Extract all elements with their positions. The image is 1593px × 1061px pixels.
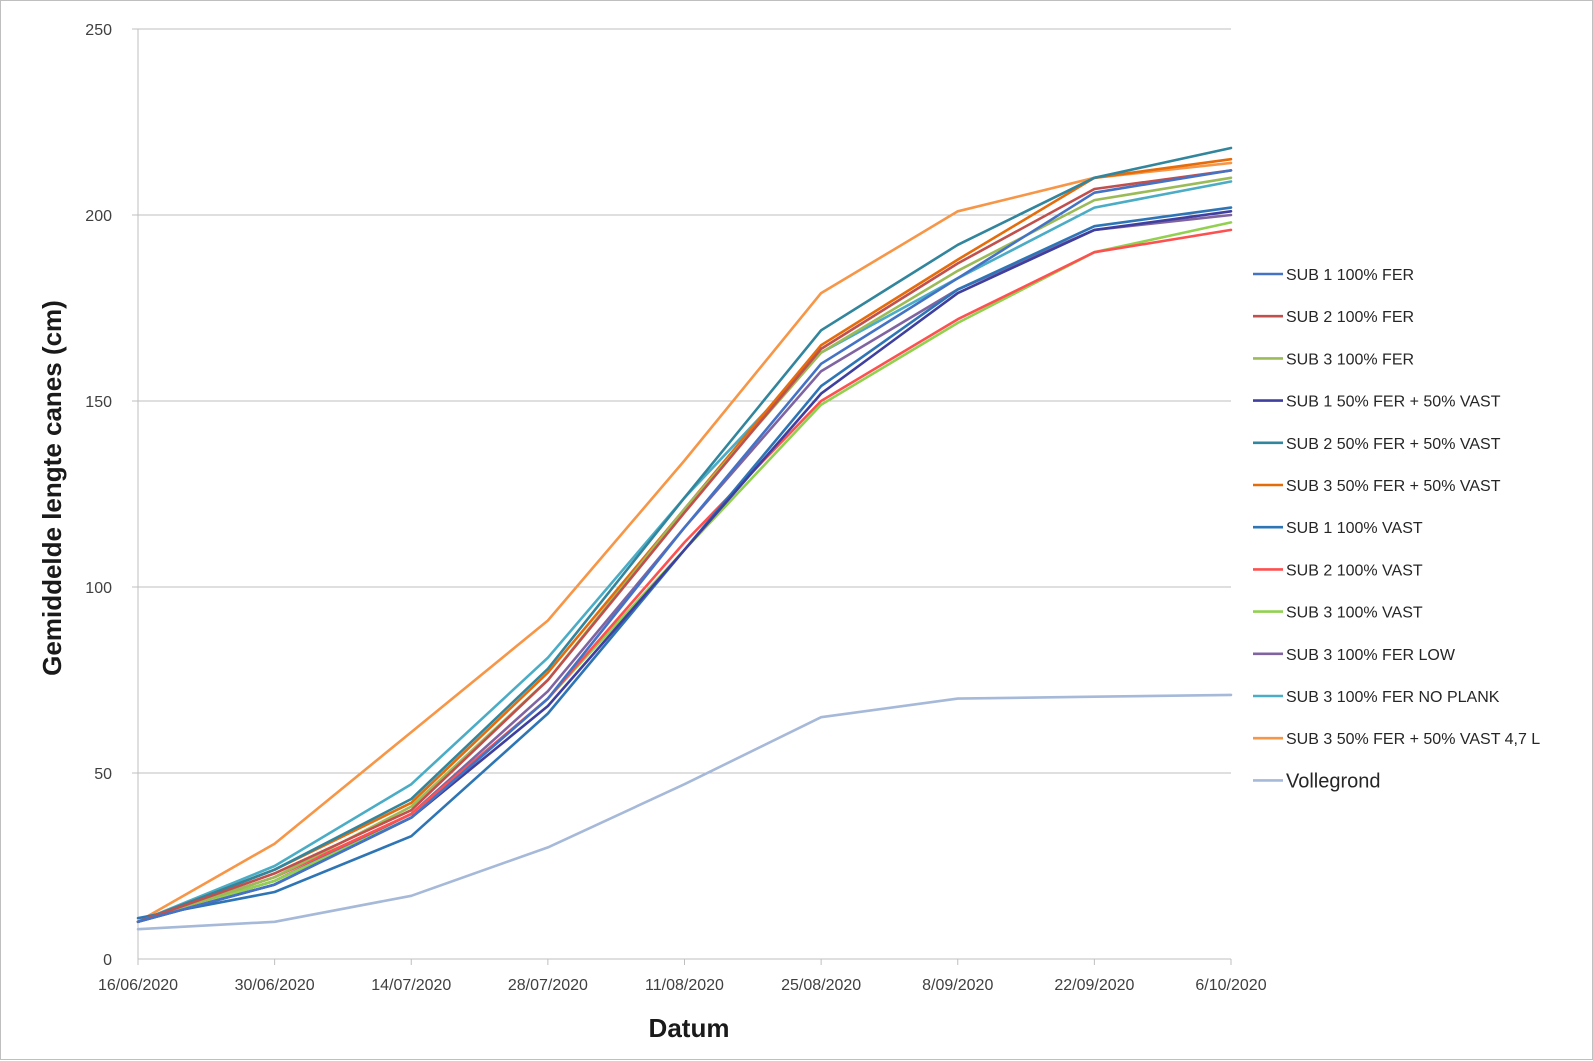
axes: 0 50 100 150 200 250 16/06/2020 30/06/2020 14/07… (85, 22, 1266, 994)
series-line-9 (136, 221, 1233, 924)
legend-item: SUB 3 50% FER + 50% VAST 4,7 L (1253, 731, 1540, 748)
legend-label: SUB 3 50% FER + 50% VAST 4,7 L (1286, 731, 1540, 748)
legend-label: SUB 3 50% FER + 50% VAST (1286, 478, 1501, 495)
legend-item: SUB 1 50% FER + 50% VAST (1253, 394, 1501, 411)
legend-label: SUB 3 100% FER NO PLANK (1286, 689, 1500, 706)
legend-label: SUB 1 100% VAST (1286, 520, 1423, 537)
series-line-4 (136, 210, 1233, 924)
y-axis-title: Gemiddelde lengte canes (cm) (37, 300, 67, 676)
legend-item: SUB 3 100% FER NO PLANK (1253, 689, 1500, 706)
x-tick-label: 25/08/2020 (781, 977, 861, 994)
legend-item: SUB 1 100% VAST (1253, 520, 1423, 537)
x-axis-title: Datum (649, 1013, 730, 1043)
legend-item: SUB 2 100% FER (1253, 309, 1414, 326)
series-line-6 (136, 157, 1233, 924)
y-tick-label: 200 (85, 208, 112, 225)
legend-label: SUB 1 100% FER (1286, 267, 1414, 284)
series-line-13 (136, 693, 1233, 931)
series-line-8 (136, 228, 1233, 924)
legend-item: SUB 2 50% FER + 50% VAST (1253, 436, 1501, 453)
x-tick-label: 14/07/2020 (371, 977, 451, 994)
legend-item: SUB 3 100% VAST (1253, 605, 1423, 622)
legend-label: SUB 3 100% VAST (1286, 605, 1423, 622)
series-line-2 (136, 169, 1233, 924)
legend-item: SUB 1 100% FER (1253, 267, 1414, 284)
legend-item: SUB 3 100% FER (1253, 351, 1414, 368)
series-line-5 (136, 146, 1233, 924)
legend-label: SUB 2 100% VAST (1286, 562, 1423, 579)
legend-label: Vollegrond (1286, 770, 1381, 792)
series-lines (136, 146, 1233, 931)
grid-lines (132, 28, 1231, 774)
x-tick-label: 16/06/2020 (98, 977, 178, 994)
legend: SUB 1 100% FER SUB 2 100% FER SUB 3 100% F… (1253, 267, 1540, 792)
x-tick-label: 6/10/2020 (1195, 977, 1266, 994)
y-tick-label: 0 (103, 952, 112, 969)
legend-item: Vollegrond (1253, 770, 1381, 792)
x-tick-label: 30/06/2020 (235, 977, 315, 994)
x-tick-label: 8/09/2020 (922, 977, 993, 994)
series-line-1 (136, 169, 1233, 924)
legend-label: SUB 3 100% FER LOW (1286, 647, 1456, 664)
x-tick-label: 22/09/2020 (1054, 977, 1134, 994)
series-line-12 (136, 161, 1233, 924)
legend-item: SUB 2 100% VAST (1253, 562, 1423, 579)
legend-label: SUB 3 100% FER (1286, 351, 1414, 368)
legend-item: SUB 3 100% FER LOW (1253, 647, 1456, 664)
y-tick-label: 50 (94, 766, 112, 783)
y-tick-label: 150 (85, 394, 112, 411)
y-tick-label: 250 (85, 22, 112, 39)
legend-label: SUB 1 50% FER + 50% VAST (1286, 394, 1501, 411)
legend-item: SUB 3 50% FER + 50% VAST (1253, 478, 1501, 495)
legend-label: SUB 2 50% FER + 50% VAST (1286, 436, 1501, 453)
x-tick-label: 28/07/2020 (508, 977, 588, 994)
legend-label: SUB 2 100% FER (1286, 309, 1414, 326)
series-line-7 (136, 206, 1233, 920)
y-tick-label: 100 (85, 580, 112, 597)
series-line-10 (136, 213, 1233, 924)
x-tick-label: 11/08/2020 (645, 977, 724, 994)
